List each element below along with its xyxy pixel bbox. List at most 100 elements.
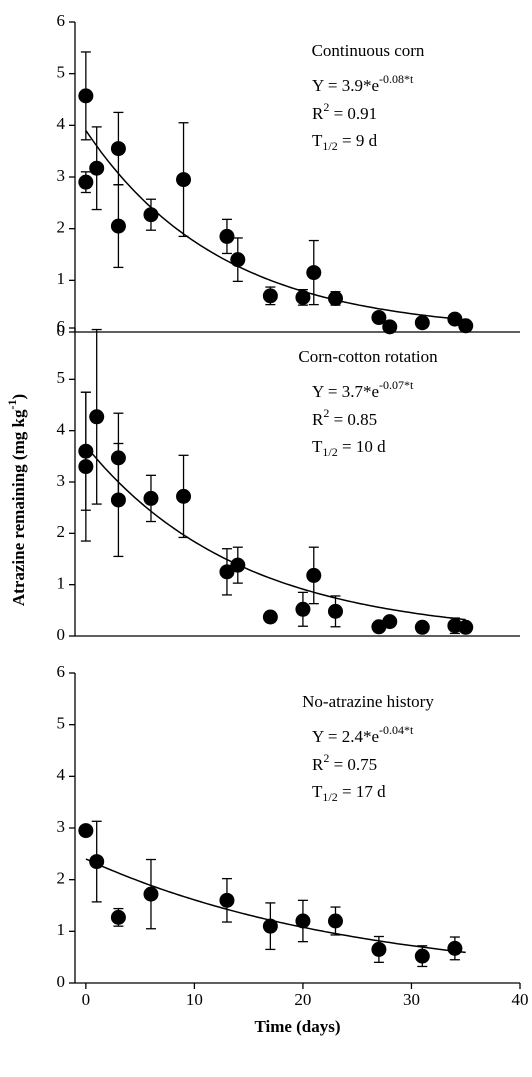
y-tick-label: 0 [57, 321, 66, 340]
point [230, 557, 246, 573]
panel-title: Corn-cotton rotation [298, 347, 438, 366]
y-axis-label: Atrazine remaining (mg kg-1) [5, 394, 28, 606]
point [447, 940, 463, 956]
y-tick-label: 0 [57, 972, 66, 991]
point [78, 443, 94, 459]
point [219, 892, 235, 908]
point [414, 315, 430, 331]
point [110, 218, 126, 234]
point [89, 160, 105, 176]
point [414, 619, 430, 635]
r-squared-rest: = 0.75 [329, 755, 377, 774]
r-squared-sup: 2 [323, 406, 329, 420]
point [176, 488, 192, 504]
y-tick-label: 3 [57, 471, 66, 490]
x-tick-label: 20 [294, 990, 311, 1009]
x-axis-label: Time (days) [254, 1017, 340, 1036]
half-life-sub: 1/2 [322, 139, 337, 153]
half-life: T1/2 = 9 d [312, 131, 378, 153]
r-squared-sup: 2 [323, 751, 329, 765]
y-tick-label: 4 [57, 114, 66, 133]
x-tick-label: 40 [512, 990, 529, 1009]
y-tick-label: 2 [57, 522, 66, 541]
point [447, 311, 463, 327]
point [143, 886, 159, 902]
point [143, 490, 159, 506]
equation-sup: -0.07*t [379, 378, 414, 392]
half-life-base: T [312, 131, 323, 150]
y-tick-label: 3 [57, 166, 66, 185]
equation-base: Y = 3.9*e [312, 76, 379, 95]
fit-curve [85, 858, 466, 954]
equation-sup: -0.04*t [379, 723, 414, 737]
point [327, 913, 343, 929]
point [78, 823, 94, 839]
y-tick-label: 4 [57, 765, 66, 784]
r-squared: R2 = 0.75 [312, 751, 377, 774]
half-life: T1/2 = 10 d [312, 437, 386, 459]
point [78, 88, 94, 104]
x-tick-label: 0 [82, 990, 91, 1009]
y-tick-label: 5 [57, 714, 66, 733]
half-life: T1/2 = 17 d [312, 782, 386, 804]
point [143, 207, 159, 223]
y-tick-label: 4 [57, 420, 66, 439]
fit-curve [85, 130, 466, 321]
y-axis-label-base: Atrazine remaining (mg kg [9, 409, 28, 606]
half-life-sub: 1/2 [322, 445, 337, 459]
equation: Y = 3.7*e-0.07*t [312, 378, 414, 401]
x-tick-label: 30 [403, 990, 420, 1009]
r-squared-base: R [312, 755, 324, 774]
half-life-base: T [312, 437, 323, 456]
point [371, 310, 387, 326]
point [78, 174, 94, 190]
y-tick-label: 5 [57, 368, 66, 387]
point [306, 265, 322, 281]
point [219, 564, 235, 580]
y-tick-label: 2 [57, 218, 66, 237]
point [458, 619, 474, 635]
point [295, 601, 311, 617]
y-tick-label: 1 [57, 920, 66, 939]
y-tick-label: 1 [57, 269, 66, 288]
equation: Y = 2.4*e-0.04*t [312, 723, 414, 746]
fit-curve [85, 445, 466, 621]
r-squared: R2 = 0.85 [312, 406, 377, 429]
point [262, 918, 278, 934]
point [327, 603, 343, 619]
r-squared-rest: = 0.91 [329, 104, 377, 123]
point [295, 913, 311, 929]
equation: Y = 3.9*e-0.08*t [312, 72, 414, 95]
equation-sup: -0.08*t [379, 72, 414, 86]
equation-base: Y = 3.7*e [312, 382, 379, 401]
point [382, 614, 398, 630]
point [110, 909, 126, 925]
y-tick-label: 3 [57, 817, 66, 836]
half-life-sub: 1/2 [322, 790, 337, 804]
y-tick-label: 6 [57, 317, 66, 336]
y-axis-label-rest: ) [9, 394, 28, 400]
point [262, 609, 278, 625]
y-tick-label: 2 [57, 869, 66, 888]
y-tick-label: 1 [57, 574, 66, 593]
point [219, 228, 235, 244]
half-life-rest: = 10 d [338, 437, 386, 456]
point [382, 319, 398, 335]
point [306, 567, 322, 583]
point [458, 318, 474, 334]
point [89, 409, 105, 425]
r-squared-base: R [312, 410, 324, 429]
equation-base: Y = 2.4*e [312, 727, 379, 746]
point [414, 948, 430, 964]
r-squared-rest: = 0.85 [329, 410, 377, 429]
point [110, 141, 126, 157]
half-life-rest: = 17 d [338, 782, 386, 801]
y-tick-label: 6 [57, 11, 66, 30]
point [89, 854, 105, 870]
point [262, 288, 278, 304]
y-tick-label: 5 [57, 63, 66, 82]
r-squared-base: R [312, 104, 324, 123]
point [230, 252, 246, 268]
